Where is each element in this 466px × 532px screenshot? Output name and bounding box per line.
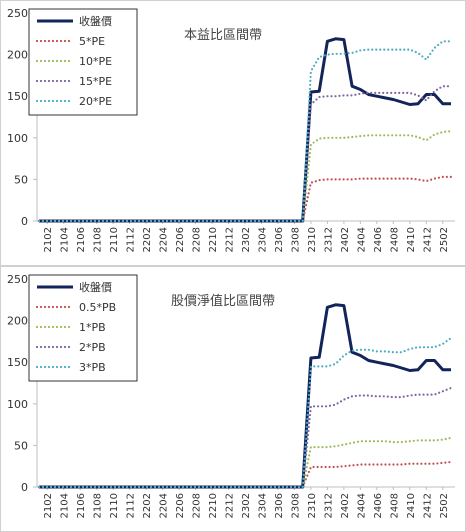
y-tick-label: 150 — [7, 90, 28, 103]
pe-band-chart: 0 50 100 150 200 250 2102 2104 2106 2108 2110 2112 2… — [0, 0, 466, 266]
x-tick-label: 2208 — [192, 493, 203, 518]
x-tick-label: 2106 — [76, 227, 87, 252]
x-tick-label: 2306 — [274, 493, 285, 518]
x-tick-label: 2112 — [126, 227, 137, 252]
series-line-0.5*PB — [37, 460, 453, 489]
x-tick-label: 2408 — [389, 227, 400, 252]
y-tick-label: 50 — [14, 173, 28, 186]
x-tick-label: 2502 — [439, 493, 450, 518]
legend-box — [28, 274, 138, 382]
x-tick-label: 2310 — [307, 227, 318, 252]
y-tick-label: 150 — [7, 356, 28, 369]
chart-title: 本益比區間帶 — [184, 28, 262, 43]
x-tick-label: 2412 — [422, 493, 433, 518]
legend-label: 收盤價 — [79, 280, 112, 294]
x-tick-label: 2106 — [76, 493, 87, 518]
x-tick-label: 2306 — [274, 227, 285, 252]
x-tick-label: 2206 — [175, 227, 186, 252]
pb-band-chart: 0 50 100 150 200 250 2102 2104 2106 2108 2110 2112 2… — [0, 266, 466, 532]
x-tick-label: 2212 — [225, 493, 236, 518]
series-line-2*PB — [37, 386, 453, 489]
x-tick-label: 2104 — [60, 227, 71, 252]
legend-box — [28, 8, 138, 116]
x-tick-label: 2302 — [241, 493, 252, 518]
legend-label: 收盤價 — [79, 14, 112, 28]
series-line-10*PE — [37, 130, 453, 223]
series-line-3*PB — [37, 336, 453, 489]
legend-label: 2*PB — [79, 341, 106, 354]
y-tick-label: 250 — [7, 7, 28, 20]
x-tick-label: 2206 — [175, 493, 186, 518]
x-tick-label: 2108 — [93, 493, 104, 518]
x-tick-label: 2502 — [439, 227, 450, 252]
x-tick-label: 2312 — [323, 493, 334, 518]
y-tick-label: 50 — [14, 439, 28, 452]
pb-band-chart-svg: 0 50 100 150 200 250 2102 2104 2106 2108 2110 2112 2… — [7, 273, 455, 518]
legend-label: 20*PE — [79, 95, 112, 108]
x-tick-label: 2202 — [142, 227, 153, 252]
y-tick-label: 250 — [7, 273, 28, 286]
y-tick-label: 100 — [7, 132, 28, 145]
x-tick-label: 2312 — [323, 227, 334, 252]
x-tick-label: 2212 — [225, 227, 236, 252]
pe-band-chart-svg: 0 50 100 150 200 250 2102 2104 2106 2108 2110 2112 2… — [7, 7, 455, 252]
x-tick-label: 2112 — [126, 493, 137, 518]
x-tick-label: 2408 — [389, 493, 400, 518]
x-tick-label: 2402 — [340, 493, 351, 518]
legend-label: 1*PB — [79, 321, 106, 334]
x-tick-label: 2208 — [192, 227, 203, 252]
x-tick-label: 2302 — [241, 227, 252, 252]
legend-label: 3*PB — [79, 361, 106, 374]
series-line-20*PE — [37, 40, 453, 223]
x-tick-label: 2308 — [290, 493, 301, 518]
legend-label: 10*PE — [79, 55, 112, 68]
x-tick-label: 2304 — [257, 493, 268, 518]
x-tick-label: 2110 — [109, 493, 120, 518]
y-tick-label: 0 — [21, 481, 28, 494]
legend-label: 0.5*PB — [79, 301, 116, 314]
x-tick-label: 2406 — [373, 493, 384, 518]
y-tick-label: 200 — [7, 315, 28, 328]
y-tick-label: 0 — [21, 215, 28, 228]
x-tick-label: 2404 — [356, 227, 367, 252]
x-tick-label: 2102 — [43, 493, 54, 518]
x-tick-label: 2406 — [373, 227, 384, 252]
chart-title: 股價淨值比區間帶 — [171, 293, 275, 309]
x-tick-label: 2404 — [356, 493, 367, 518]
series-line-5*PE — [37, 175, 453, 223]
x-tick-label: 2104 — [60, 493, 71, 518]
x-tick-label: 2304 — [257, 227, 268, 252]
x-tick-label: 2410 — [406, 493, 417, 518]
x-tick-label: 2412 — [422, 227, 433, 252]
x-tick-label: 2204 — [159, 227, 170, 252]
x-tick-label: 2202 — [142, 493, 153, 518]
y-tick-label: 200 — [7, 49, 28, 62]
x-tick-label: 2108 — [93, 227, 104, 252]
x-tick-label: 2308 — [290, 227, 301, 252]
x-tick-label: 2402 — [340, 227, 351, 252]
legend-label: 15*PE — [79, 75, 112, 88]
x-tick-label: 2410 — [406, 227, 417, 252]
x-tick-label: 2210 — [208, 493, 219, 518]
x-tick-label: 2210 — [208, 227, 219, 252]
x-tick-label: 2110 — [109, 227, 120, 252]
x-tick-label: 2102 — [43, 227, 54, 252]
x-tick-label: 2310 — [307, 493, 318, 518]
legend-label: 5*PE — [79, 35, 105, 48]
y-tick-label: 100 — [7, 398, 28, 411]
x-tick-label: 2204 — [159, 493, 170, 518]
series-line-1*PB — [37, 436, 453, 489]
